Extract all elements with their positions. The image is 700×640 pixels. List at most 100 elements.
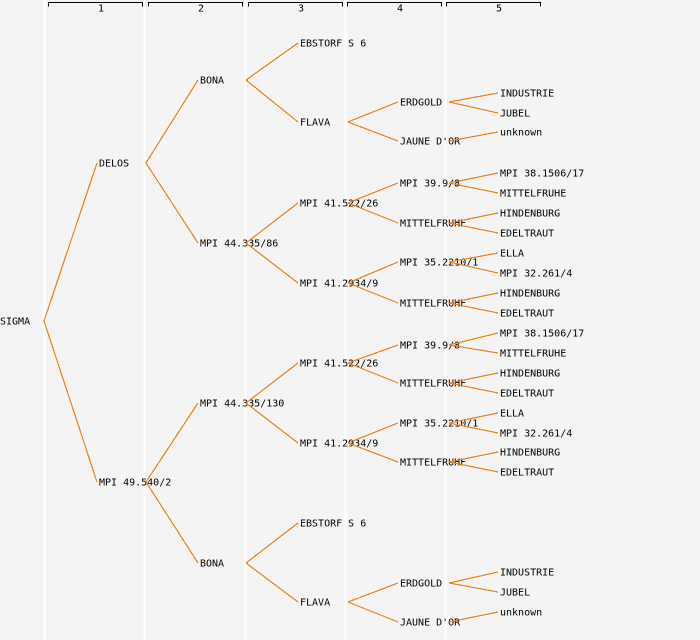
tree-node-mittelfruhe: MITTELFRUHE — [400, 458, 466, 469]
tree-node-edeltraut: EDELTRAUT — [500, 229, 554, 240]
pedigree-edge-line — [448, 611, 499, 623]
tree-node-mpi-41-2934-9: MPI 41.2934/9 — [300, 279, 378, 290]
pedigree-edge-line — [448, 182, 499, 194]
generation-header-label: 1 — [98, 4, 104, 15]
pedigree-edge-line — [347, 282, 399, 304]
pedigree-edge-line — [245, 562, 299, 603]
pedigree-edge-line — [245, 402, 299, 444]
tree-node-unknown: unknown — [500, 608, 542, 619]
tree-node-jaune-d-or: JAUNE D'OR — [400, 618, 461, 629]
tree-node-mpi-35-2210-1: MPI 35.2210/1 — [400, 258, 478, 269]
tree-node-mpi-39-9-8: MPI 39.9/8 — [400, 179, 460, 190]
tree-node-ebstorf-s-6: EBSTORF S 6 — [300, 519, 366, 530]
tree-node-mpi-38-1506-17: MPI 38.1506/17 — [500, 329, 584, 340]
pedigree-edge-line — [347, 182, 399, 204]
tree-node-sigma: SIGMA — [0, 317, 30, 328]
generation-header-label: 4 — [397, 4, 403, 15]
tree-node-mittelfruhe: MITTELFRUHE — [500, 349, 566, 360]
tree-node-industrie: INDUSTRIE — [500, 568, 554, 579]
tree-node-mpi-44-335-86: MPI 44.335/86 — [200, 239, 278, 250]
tree-node-jubel: JUBEL — [500, 588, 530, 599]
tree-node-flava: FLAVA — [300, 118, 330, 129]
pedigree-edge-line — [145, 402, 199, 483]
tree-node-industrie: INDUSTRIE — [500, 89, 554, 100]
pedigree-edge-line — [448, 332, 499, 346]
tree-node-unknown: unknown — [500, 128, 542, 139]
tree-node-erdgold: ERDGOLD — [400, 579, 442, 590]
pedigree-edge-line — [245, 42, 299, 81]
tree-node-bona: BONA — [200, 559, 224, 570]
pedigree-edge-line — [245, 362, 299, 404]
tree-node-delos: DELOS — [99, 159, 129, 170]
tree-node-mpi-35-2210-1: MPI 35.2210/1 — [400, 419, 478, 430]
pedigree-edge-line — [347, 422, 399, 444]
pedigree-edge-line — [448, 571, 499, 584]
pedigree-edge-line — [448, 302, 499, 314]
generation-bracket — [446, 2, 541, 7]
tree-node-edeltraut: EDELTRAUT — [500, 389, 554, 400]
tree-node-hindenburg: HINDENBURG — [500, 209, 560, 220]
pedigree-edge-line — [347, 344, 399, 364]
pedigree-edge-line — [448, 422, 499, 434]
tree-node-mpi-32-261-4: MPI 32.261/4 — [500, 429, 572, 440]
generation-bracket — [248, 2, 343, 7]
pedigree-edge-line — [245, 79, 299, 123]
tree-node-mpi-41-2934-9: MPI 41.2934/9 — [300, 439, 378, 450]
generation-header-label: 5 — [496, 4, 502, 15]
pedigree-edge-line — [448, 261, 499, 274]
tree-node-ella: ELLA — [500, 409, 524, 420]
pedigree-edge-line — [448, 212, 499, 224]
generation-header-label: 2 — [198, 4, 204, 15]
generation-bracket — [148, 2, 243, 7]
pedigree-edge-line — [145, 481, 199, 564]
pedigree-edge-line — [448, 344, 499, 354]
tree-node-hindenburg: HINDENBURG — [500, 448, 560, 459]
pedigree-edge-line — [145, 79, 199, 164]
pedigree-edge-line — [448, 252, 499, 263]
tree-node-bona: BONA — [200, 76, 224, 87]
tree-node-mittelfruhe: MITTELFRUHE — [400, 379, 466, 390]
pedigree-edge-line — [448, 451, 499, 463]
pedigree-edge-line — [347, 601, 399, 623]
pedigree-edge-line — [448, 131, 499, 142]
pedigree-edge-line — [43, 162, 98, 322]
tree-node-edeltraut: EDELTRAUT — [500, 468, 554, 479]
tree-node-mittelfruhe: MITTELFRUHE — [500, 189, 566, 200]
tree-node-hindenburg: HINDENBURG — [500, 369, 560, 380]
pedigree-edge-line — [448, 222, 499, 234]
tree-node-mpi-41-522-26: MPI 41.522/26 — [300, 359, 378, 370]
tree-node-mpi-38-1506-17: MPI 38.1506/17 — [500, 169, 584, 180]
tree-node-erdgold: ERDGOLD — [400, 98, 442, 109]
generation-header-label: 3 — [298, 4, 304, 15]
generation-bracket — [347, 2, 442, 7]
tree-node-mpi-44-335-130: MPI 44.335/130 — [200, 399, 284, 410]
pedigree-edge-line — [347, 121, 399, 142]
tree-node-jaune-d-or: JAUNE D'OR — [400, 137, 461, 148]
pedigree-edge-line — [448, 412, 499, 424]
tree-node-hindenburg: HINDENBURG — [500, 289, 560, 300]
tree-node-mpi-41-522-26: MPI 41.522/26 — [300, 199, 378, 210]
tree-node-ebstorf-s-6: EBSTORF S 6 — [300, 39, 366, 50]
tree-node-mpi-49-540-2: MPI 49.540/2 — [99, 478, 171, 489]
pedigree-edge-line — [448, 101, 499, 114]
tree-node-edeltraut: EDELTRAUT — [500, 309, 554, 320]
pedigree-edge-line — [347, 261, 399, 284]
tree-node-mittelfruhe: MITTELFRUHE — [400, 299, 466, 310]
pedigree-edge-line — [245, 522, 299, 564]
pedigree-edge-line — [347, 582, 399, 603]
pedigree-edge-line — [448, 582, 499, 593]
tree-edges — [43, 42, 499, 623]
pedigree-edge-line — [448, 372, 499, 384]
pedigree-edge-line — [448, 172, 499, 184]
pedigree-edge-line — [347, 202, 399, 224]
column-separators — [43, 0, 447, 640]
generation-headers: 1 2 3 4 5 — [48, 2, 541, 15]
pedigree-edge-line — [43, 320, 98, 483]
tree-node-mittelfruhe: MITTELFRUHE — [400, 219, 466, 230]
tree-node-mpi-32-261-4: MPI 32.261/4 — [500, 269, 572, 280]
pedigree-edge-line — [145, 162, 199, 244]
pedigree-edge-line — [245, 242, 299, 284]
